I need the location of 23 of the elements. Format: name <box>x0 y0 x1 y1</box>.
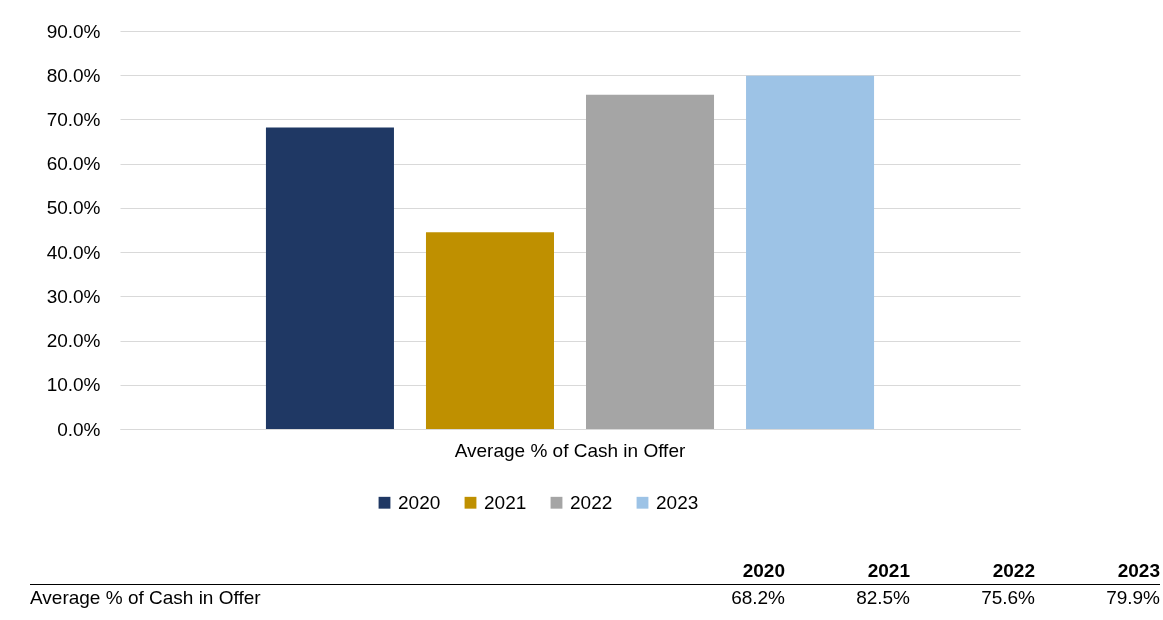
y-tick-label: 20.0% <box>46 330 101 352</box>
y-tick-label: 60.0% <box>46 153 101 175</box>
y-tick-label: 70.0% <box>46 108 101 130</box>
legend-label: 2020 <box>398 491 441 513</box>
legend-label: 2023 <box>656 491 699 513</box>
text: 79.9% <box>1105 586 1160 610</box>
y-tick-label: 30.0% <box>46 285 101 307</box>
text: 2022 <box>992 560 1035 581</box>
y-tick-label: 90.0% <box>46 20 101 42</box>
text: 82.5% <box>855 586 910 610</box>
y-tick-label: 80.0% <box>46 64 101 86</box>
text: 2021 <box>867 560 910 581</box>
y-tick-label: 10.0% <box>46 374 101 396</box>
text: 68.2% <box>730 586 785 610</box>
legend-label: 2022 <box>570 491 613 513</box>
text: 2023 <box>1117 560 1160 581</box>
text: 2020 <box>742 560 785 581</box>
category-label: Average % of Cash in Offer <box>30 587 261 608</box>
y-tick-label: 40.0% <box>46 241 101 263</box>
y-tick-label: 50.0% <box>46 197 101 219</box>
legend-label: 2021 <box>484 491 527 513</box>
y-tick-label: 0.0% <box>57 418 101 440</box>
text: 75.6% <box>980 586 1035 610</box>
